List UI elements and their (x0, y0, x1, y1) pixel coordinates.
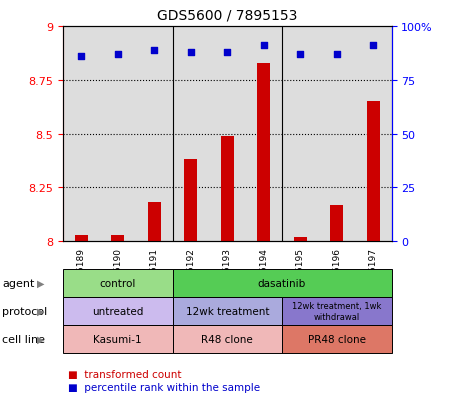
Point (187, 49, 194, 56)
Text: dasatinib: dasatinib (258, 278, 306, 289)
Bar (111, 235, 124, 242)
Bar (282, 325, 392, 353)
Text: PR48 clone: PR48 clone (308, 334, 366, 344)
Text: ■  percentile rank within the sample: ■ percentile rank within the sample (68, 382, 260, 392)
Point (78, 54, 85, 60)
Title: GDS5600 / 7895153: GDS5600 / 7895153 (157, 9, 297, 23)
Point (369, 43, 377, 50)
Bar (75, 235, 88, 242)
Bar (63, 325, 172, 353)
Point (151, 47, 158, 54)
Bar (172, 270, 392, 297)
Point (297, 52, 304, 58)
Text: untreated: untreated (92, 306, 144, 316)
Bar (282, 297, 392, 325)
Point (224, 49, 231, 56)
Point (333, 52, 340, 58)
Text: R48 clone: R48 clone (202, 334, 253, 344)
Text: 12wk treatment: 12wk treatment (185, 306, 269, 316)
Text: protocol: protocol (2, 306, 48, 316)
Text: Kasumi-1: Kasumi-1 (94, 334, 142, 344)
Bar (367, 102, 380, 242)
Text: cell line: cell line (2, 334, 45, 344)
Point (260, 43, 267, 50)
Text: agent: agent (2, 278, 35, 289)
Bar (294, 237, 306, 242)
Bar (330, 205, 343, 242)
Bar (221, 136, 234, 242)
Text: ▶: ▶ (37, 334, 44, 344)
Bar (172, 297, 282, 325)
Bar (172, 325, 282, 353)
Text: 12wk treatment, 1wk
withdrawal: 12wk treatment, 1wk withdrawal (292, 301, 382, 321)
Bar (63, 270, 172, 297)
Point (114, 52, 122, 58)
Text: ▶: ▶ (37, 306, 44, 316)
Text: ■  transformed count: ■ transformed count (68, 369, 181, 379)
Text: control: control (99, 278, 136, 289)
Bar (148, 203, 161, 242)
Bar (257, 63, 270, 242)
Bar (184, 160, 197, 242)
Bar (63, 297, 172, 325)
Text: ▶: ▶ (37, 278, 44, 289)
